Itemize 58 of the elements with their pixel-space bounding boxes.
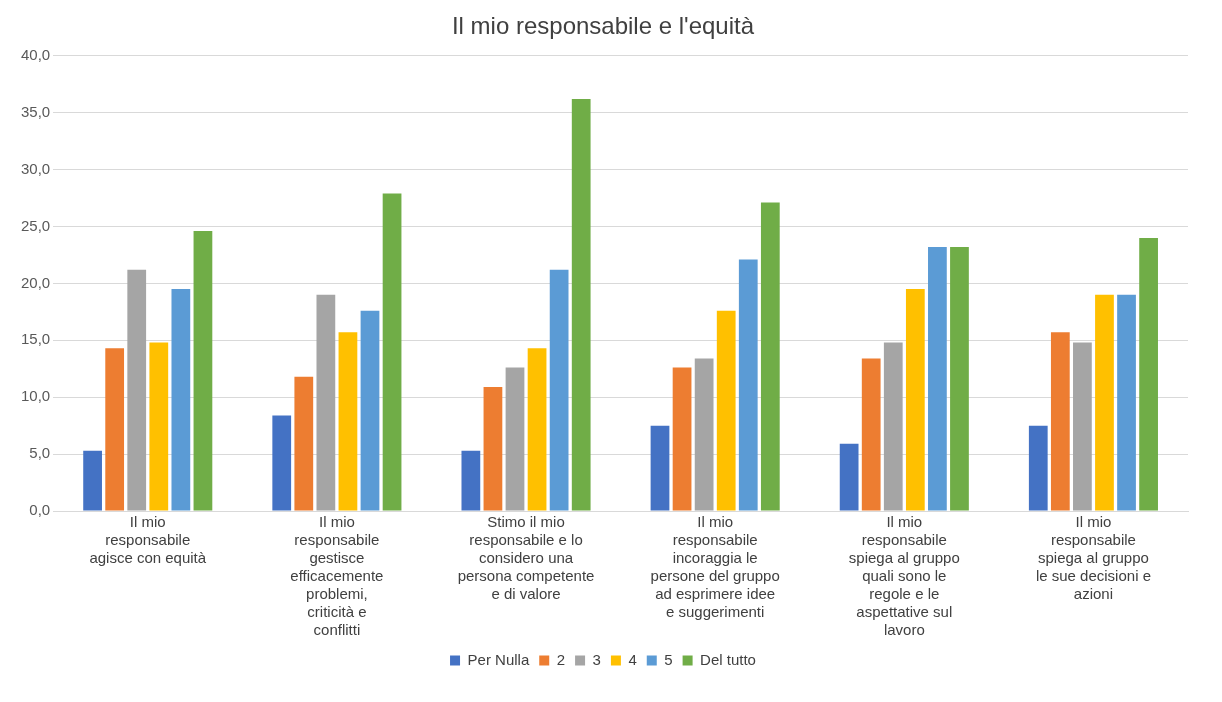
x-tick-label: Stimo il mio responsabile e lo considero una persona competente e di valore	[457, 513, 595, 603]
bar	[861, 358, 881, 511]
x-tick-label: Il mio responsabile gestisce efficacemente problemi, criticità e conflitti	[290, 513, 384, 639]
legend-label: Del tutto	[700, 650, 756, 668]
legend-label: 3	[592, 650, 601, 668]
bar	[1095, 294, 1114, 511]
bar	[1073, 342, 1092, 511]
y-tick-label: 15,0	[20, 330, 51, 348]
bar	[716, 310, 736, 511]
y-tick-label: 5,0	[29, 444, 51, 462]
y-tick-label: 10,0	[20, 387, 51, 405]
bar	[1050, 332, 1070, 511]
x-tick-label: Il mio responsabile spiega al gruppo le sue decisioni e azioni	[1035, 513, 1151, 603]
bar	[905, 289, 925, 511]
bar	[883, 342, 903, 511]
bar	[839, 443, 859, 511]
legend-label: 2	[556, 650, 566, 668]
bar	[1028, 425, 1048, 511]
bar	[1139, 237, 1158, 511]
x-tick-label: Il mio responsabile incoraggia le persone del gruppo ad esprimere idee e suggerimenti	[650, 513, 780, 621]
bar	[527, 348, 547, 511]
legend-label: 4	[628, 650, 637, 668]
bar	[360, 310, 380, 511]
bar	[193, 231, 213, 511]
bar	[338, 332, 358, 511]
y-tick-label: 35,0	[20, 102, 51, 120]
bar	[272, 415, 292, 511]
bar	[1117, 294, 1136, 511]
legend-label: Per Nulla	[467, 650, 530, 668]
y-tick-label: 30,0	[20, 159, 51, 177]
bar	[650, 425, 670, 511]
bar	[316, 294, 336, 511]
bar	[149, 342, 169, 511]
bar	[760, 202, 780, 511]
chart-title: Il mio responsabile e l'equità	[451, 12, 755, 40]
bar	[694, 358, 714, 511]
y-tick-label: 20,0	[20, 273, 51, 291]
bar	[83, 450, 102, 511]
bar	[505, 367, 525, 511]
y-tick-label: 0,0	[29, 501, 51, 519]
bar	[571, 99, 591, 511]
y-tick-label: 40,0	[20, 45, 51, 63]
x-tick-label: Il mio responsabile agisce con equità	[89, 513, 207, 567]
bar	[928, 246, 947, 511]
bar	[127, 269, 147, 511]
legend-label: 5	[664, 650, 673, 668]
y-tick-label: 25,0	[20, 216, 51, 234]
bar	[382, 193, 402, 511]
bar	[105, 348, 125, 511]
bar	[549, 269, 569, 511]
bar	[738, 259, 758, 511]
bar	[461, 450, 481, 511]
bar	[483, 386, 503, 511]
bar	[950, 246, 969, 511]
bar	[672, 367, 692, 511]
bar	[171, 289, 191, 511]
x-tick-label: Il mio responsabile spiega al gruppo quali sono le regole e le aspettative sul lavoro	[848, 513, 960, 639]
bar	[294, 376, 314, 511]
